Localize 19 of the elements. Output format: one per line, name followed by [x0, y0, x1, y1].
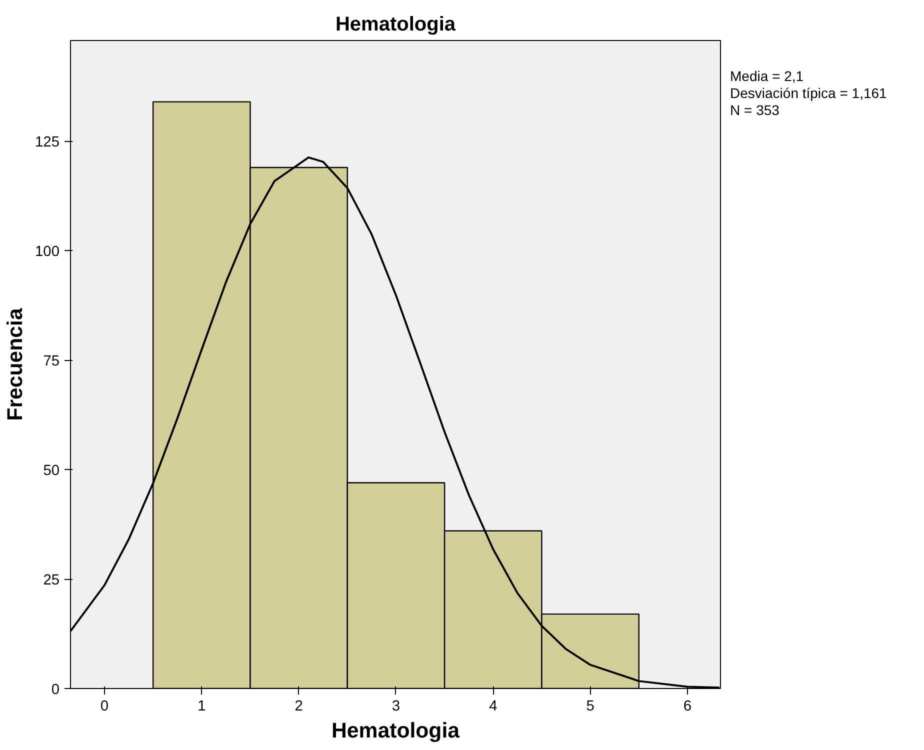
x-tick-label: 0 [100, 698, 109, 714]
y-tick-label: 125 [35, 134, 60, 151]
y-axis-title: Frecuencia [3, 308, 28, 421]
text: N = 353 [730, 102, 780, 118]
x-tick-label: 2 [294, 698, 303, 714]
y-tick-label: 100 [35, 244, 60, 260]
x-tick-label: 3 [392, 698, 400, 714]
x-tick-label: 6 [683, 698, 692, 714]
text: Media = 2,1 [730, 68, 804, 84]
x-tick-label: 5 [586, 698, 594, 714]
y-tick-label: 75 [43, 354, 60, 370]
y-tick-label: 50 [43, 463, 60, 480]
x-tick-label: 4 [489, 698, 498, 714]
x-tick-label: 1 [198, 698, 206, 714]
chart-title: Hematologia [335, 14, 456, 36]
x-axis-title: Hematologia [332, 718, 460, 742]
text: Desviación típica = 1,161 [730, 85, 887, 101]
y-tick-label: 0 [51, 682, 60, 698]
y-tick-label: 25 [43, 572, 60, 589]
